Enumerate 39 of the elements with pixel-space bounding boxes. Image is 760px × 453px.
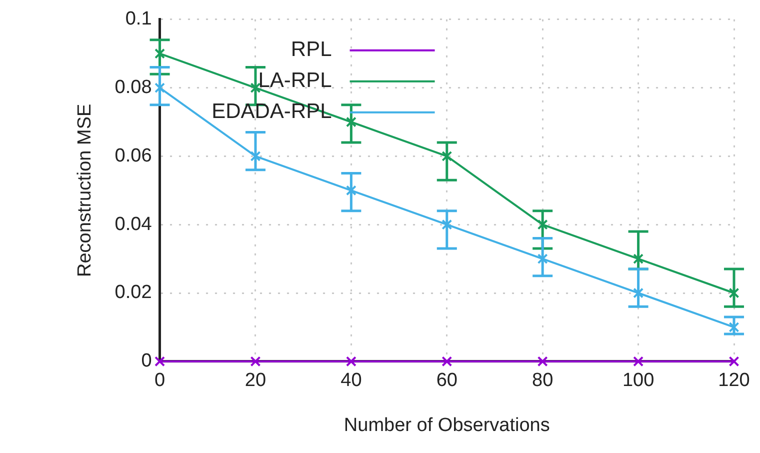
point — [154, 82, 166, 94]
point — [442, 150, 452, 162]
point — [537, 219, 548, 230]
point — [537, 254, 548, 264]
point — [633, 254, 644, 264]
x-tick-label: 20 — [244, 370, 266, 392]
point — [633, 288, 644, 298]
point — [728, 288, 740, 298]
point — [346, 116, 356, 128]
x-tick-label: 60 — [436, 370, 458, 392]
x-tick-label: 0 — [154, 370, 166, 392]
y-tick-label: 0.1 — [125, 8, 152, 30]
legend-label: RPL — [290, 38, 332, 62]
y-tick-label: 0.02 — [114, 282, 152, 304]
y-axis-title: Reconstruction MSE — [74, 104, 96, 277]
legend-label: LA-RPL — [258, 69, 332, 92]
y-tick-label: 0.06 — [114, 145, 152, 166]
point — [633, 356, 644, 367]
x-tick-label: 40 — [340, 370, 362, 392]
x-tick-label: 80 — [532, 370, 554, 392]
legend-label: EDADA-RPL — [212, 100, 332, 124]
point — [442, 356, 452, 367]
point — [250, 356, 261, 367]
point — [728, 356, 740, 367]
point — [537, 356, 548, 367]
point — [442, 219, 452, 230]
x-tick-label: 120 — [718, 370, 750, 392]
point — [154, 48, 166, 59]
point — [154, 356, 166, 367]
x-tick-label: 100 — [622, 370, 654, 392]
x-axis-title: Number of Observations — [344, 414, 550, 436]
point — [346, 356, 356, 367]
point — [346, 185, 356, 196]
point — [728, 322, 740, 332]
y-tick-label: 0.08 — [114, 77, 152, 98]
point — [250, 82, 261, 94]
y-tick-label: 0.04 — [114, 214, 152, 235]
y-tick-label: 0 — [141, 350, 152, 372]
point — [250, 150, 261, 162]
